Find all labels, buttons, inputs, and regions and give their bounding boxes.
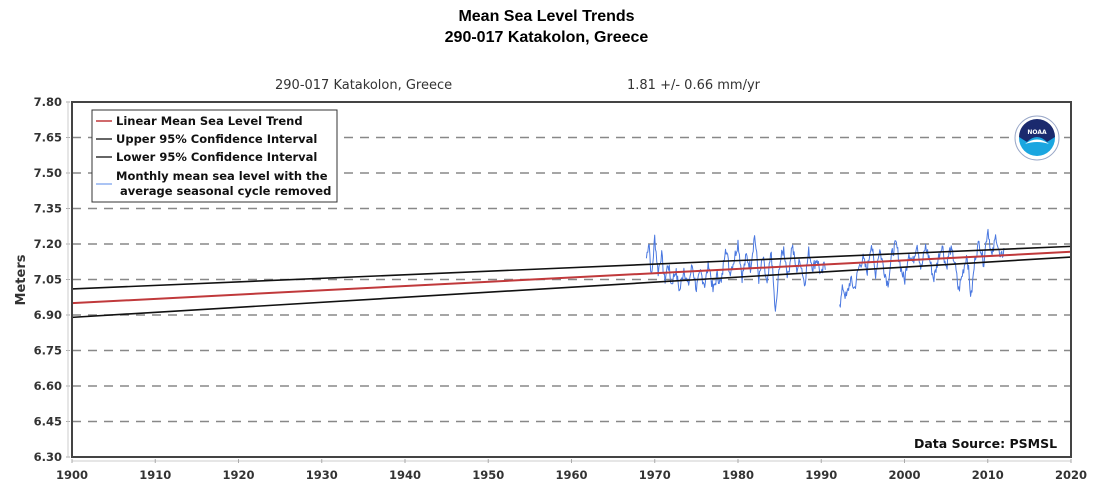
y-tick-label: 7.05 — [34, 273, 62, 287]
series — [71, 228, 1072, 319]
lower-ci-line — [71, 256, 1072, 319]
x-tick-label: 1950 — [472, 468, 504, 482]
x-tick-label: 2020 — [1055, 468, 1087, 482]
x-tick-label: 1920 — [222, 468, 254, 482]
y-axis-label: Meters — [14, 254, 29, 305]
gridlines — [72, 136, 1071, 423]
x-tick-label: 1980 — [722, 468, 754, 482]
data-source: Data Source: PSMSL — [905, 431, 1070, 456]
y-tick-label: 7.80 — [34, 95, 62, 109]
svg-text:NOAA: NOAA — [1027, 129, 1047, 136]
chart-subtitle: 290-017 Katakolon, Greece — [444, 29, 649, 46]
y-tick-label: 6.60 — [34, 379, 62, 393]
y-tick-label: 6.75 — [34, 344, 62, 358]
upper-ci-line — [71, 245, 1072, 290]
legend-item-monthly: Monthly mean sea level with the — [116, 169, 328, 183]
trend-line — [71, 250, 1072, 305]
legend-box — [91, 109, 338, 203]
y-tick-label: 6.45 — [34, 415, 62, 429]
legend-item-trend: Linear Mean Sea Level Trend — [116, 114, 303, 128]
noaa-logo: NOAA — [1014, 115, 1060, 161]
x-tick-label: 2010 — [972, 468, 1004, 482]
x-tick-label: 1930 — [306, 468, 338, 482]
x-tick-label: 1910 — [139, 468, 171, 482]
x-tick-label: 1970 — [639, 468, 671, 482]
y-tick-label: 7.20 — [34, 237, 62, 251]
plot-header-station: 290-017 Katakolon, Greece — [275, 78, 452, 93]
monthly-msl-series-segment-1 — [839, 228, 1005, 308]
y-tick-label: 6.30 — [34, 450, 62, 464]
x-tick-label: 2000 — [888, 468, 920, 482]
legend-item-upper: Upper 95% Confidence Interval — [116, 132, 317, 146]
plot-frame — [71, 101, 1072, 458]
y-tick-label: 7.65 — [34, 131, 62, 145]
legend: Linear Mean Sea Level Trend Upper 95% Co… — [91, 109, 338, 203]
x-tick-label: 1900 — [56, 468, 88, 482]
x-tick-label: 1990 — [805, 468, 837, 482]
y-tick-label: 7.35 — [34, 202, 62, 216]
y-tick-label: 6.90 — [34, 308, 62, 322]
x-tick-label: 1940 — [389, 468, 421, 482]
chart-title: Mean Sea Level Trends — [458, 8, 635, 25]
plot-header-trend: 1.81 +/- 0.66 mm/yr — [627, 78, 761, 93]
legend-item-monthly-line2: average seasonal cycle removed — [120, 184, 331, 198]
y-tick-label: 7.50 — [34, 166, 62, 180]
data-source-text: Data Source: PSMSL — [914, 436, 1057, 451]
legend-item-lower: Lower 95% Confidence Interval — [116, 150, 317, 164]
x-tick-label: 1960 — [555, 468, 587, 482]
axes: 6.30 6.45 6.60 6.75 6.90 7.05 7.20 7.35 7.50 7.65… — [34, 95, 1087, 482]
